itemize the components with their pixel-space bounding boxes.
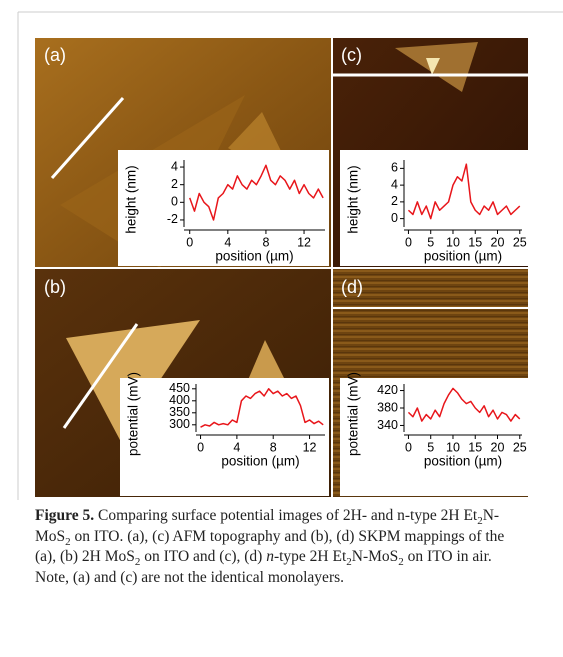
x-tick-label: 0 bbox=[186, 235, 193, 249]
x-axis-label: position (µm) bbox=[221, 454, 299, 469]
y-tick-label: 340 bbox=[377, 418, 398, 432]
x-tick-label: 4 bbox=[224, 235, 231, 249]
y-axis-label: potential (mV) bbox=[126, 372, 141, 456]
caption-text: Comparing surface potential images of 2H… bbox=[98, 507, 478, 524]
caption-text: on ITO and (c), (d) bbox=[140, 548, 267, 565]
x-tick-label: 12 bbox=[297, 235, 311, 249]
x-tick-label: 25 bbox=[513, 235, 527, 249]
x-tick-label: 20 bbox=[491, 235, 505, 249]
caption-text: 2 bbox=[134, 556, 141, 569]
x-axis-label: position (µm) bbox=[424, 454, 502, 469]
panel-label: (d) bbox=[341, 277, 363, 297]
x-tick-label: 5 bbox=[427, 440, 434, 454]
caption-text: on ITO in air. Note, (a) and (c) are not… bbox=[35, 548, 492, 586]
y-axis-label: height (nm) bbox=[346, 165, 361, 233]
y-axis-label: height (nm) bbox=[124, 165, 139, 233]
scan-line bbox=[50, 97, 125, 179]
caption-text: N-MoS bbox=[35, 507, 500, 545]
panel-label: (c) bbox=[341, 45, 362, 65]
panel-label: (b) bbox=[44, 277, 66, 297]
divider bbox=[35, 267, 528, 269]
y-tick-label: 450 bbox=[169, 381, 190, 395]
y-tick-label: 380 bbox=[377, 400, 398, 414]
caption-text: 2 bbox=[398, 556, 404, 569]
panel-label: (a) bbox=[44, 45, 66, 65]
flake bbox=[248, 340, 285, 380]
y-tick-label: 0 bbox=[391, 211, 398, 225]
x-tick-label: 8 bbox=[262, 235, 269, 249]
y-tick-label: 4 bbox=[171, 159, 178, 173]
figure: (a) (c) (b) (d) -2 0 2 4 0 4 8 12 position (µm) h… bbox=[17, 11, 563, 500]
x-tick-label: 5 bbox=[427, 235, 434, 249]
profile-line bbox=[189, 164, 324, 221]
y-tick-label: 420 bbox=[377, 383, 398, 397]
x-tick-label: 20 bbox=[491, 440, 505, 454]
y-tick-label: 2 bbox=[171, 177, 178, 191]
flake bbox=[395, 42, 478, 92]
y-tick-label: 400 bbox=[169, 393, 190, 407]
x-tick-label: 0 bbox=[197, 440, 204, 454]
y-tick-label: 4 bbox=[391, 177, 398, 191]
y-tick-label: 6 bbox=[391, 161, 398, 175]
x-tick-label: 8 bbox=[270, 440, 277, 454]
caption: Figure 5. Comparing surface potential im… bbox=[35, 506, 515, 588]
caption-text: 2 bbox=[477, 515, 483, 528]
x-tick-label: 10 bbox=[446, 440, 460, 454]
x-axis-label: position (µm) bbox=[424, 249, 502, 264]
y-tick-label: 2 bbox=[391, 194, 398, 208]
profile-line bbox=[200, 388, 324, 428]
profile-line bbox=[407, 387, 521, 422]
inset-background bbox=[120, 378, 329, 496]
x-axis-label: position (µm) bbox=[215, 249, 293, 264]
y-axis-label: potential (mV) bbox=[346, 372, 361, 456]
inset-background bbox=[340, 378, 528, 496]
x-tick-label: 15 bbox=[468, 235, 482, 249]
y-tick-label: 0 bbox=[171, 195, 178, 209]
scan-line bbox=[62, 323, 139, 429]
caption-text: n bbox=[266, 548, 274, 565]
y-tick-label: 300 bbox=[169, 417, 190, 431]
x-tick-label: 12 bbox=[303, 440, 317, 454]
caption-text: -type 2H Et bbox=[273, 548, 347, 565]
caption-label: Figure 5. bbox=[35, 507, 95, 524]
x-tick-label: 4 bbox=[233, 440, 240, 454]
caption-text: N-MoS bbox=[351, 548, 399, 565]
flake bbox=[426, 58, 440, 75]
x-tick-label: 10 bbox=[446, 235, 460, 249]
y-tick-label: 350 bbox=[169, 405, 190, 419]
caption-text: 2 bbox=[65, 535, 71, 548]
inset-background bbox=[118, 150, 329, 266]
y-tick-label: -2 bbox=[167, 212, 178, 226]
x-tick-label: 0 bbox=[405, 235, 412, 249]
caption-text: on ITO. (a), (c) AFM topography and (b),… bbox=[35, 527, 505, 566]
x-tick-label: 0 bbox=[405, 440, 412, 454]
x-tick-label: 15 bbox=[468, 440, 482, 454]
profile-line bbox=[407, 163, 521, 220]
caption-text: 2 bbox=[346, 556, 352, 569]
x-tick-label: 25 bbox=[513, 440, 527, 454]
